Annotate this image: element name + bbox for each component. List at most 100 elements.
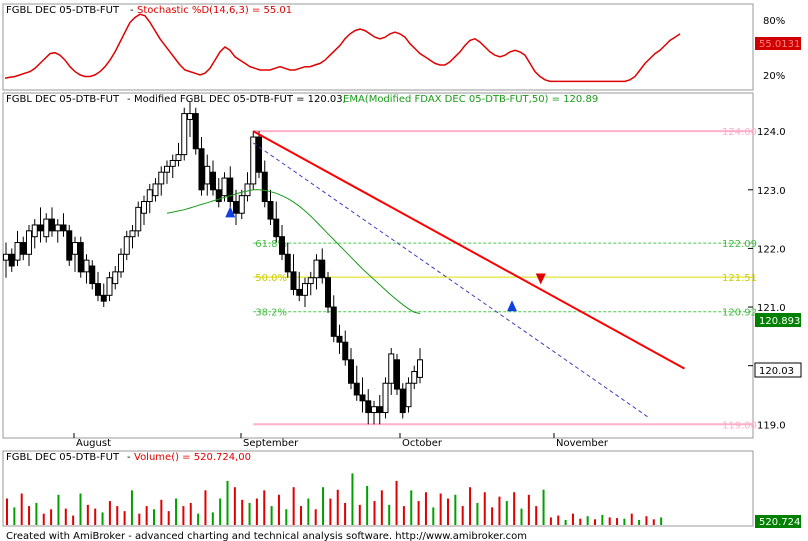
candle-down (8, 253, 15, 267)
stochastic-pane: FGBL DEC 05-DTB-FUT - Stochastic %D(14,6… (2, 3, 801, 91)
stochastic-title-series: Stochastic %D(14,6,3) = 55.01 (137, 5, 292, 16)
candle-up (43, 218, 50, 238)
signal-arrows (225, 206, 546, 312)
candle-down (66, 230, 73, 261)
stochastic-tick-label: 20% (763, 71, 785, 82)
stochastic-line (4, 13, 681, 83)
candle-up (158, 171, 165, 185)
volume-title-sep: - (127, 452, 131, 463)
footer-credit: Created with AmiBroker - advanced charti… (6, 531, 527, 541)
stochastic-value-badge-text: 55.0131 (759, 39, 800, 50)
candle-up (152, 183, 159, 197)
candle-up (181, 113, 188, 156)
stochastic-value-badge (755, 37, 801, 50)
volume-frame (2, 450, 754, 527)
buy-arrow-icon (507, 300, 517, 312)
candle-down (342, 341, 349, 361)
pink-level-label: 119.00 (722, 420, 757, 431)
candle-down (233, 201, 239, 214)
candle-up (371, 406, 377, 414)
candle-up (135, 206, 142, 232)
candle-up (106, 277, 113, 296)
price-title-ema: EMA(Modified FDAX DEC 05-DTB-FUT,50) = 1… (343, 94, 598, 105)
candle-down (279, 236, 285, 255)
volume-pane: FGBL DEC 05-DTB-FUT - Volume() = 520.724… (2, 450, 801, 528)
fibonacci-levels: 124.00 119.00 61.8% 122.09 50.0% 121.51 38.2% 1… (253, 127, 757, 431)
candle-up (250, 136, 257, 185)
candle-up (146, 189, 153, 203)
candle-up (307, 277, 314, 285)
price-pane: FGBL DEC 05-DTB-FUT - Modified FGBL DEC … (2, 92, 802, 449)
candle-down (227, 177, 234, 203)
price-title-main: Modified FGBL DEC 05-DTB-FUT = 120.03, (134, 94, 346, 105)
price-title-symbol: FGBL DEC 05-DTB-FUT (6, 94, 120, 105)
candle-down (267, 201, 274, 220)
stochastic-tick-label: 80% (763, 16, 785, 27)
candle-down (353, 382, 360, 396)
candle-up (302, 283, 308, 296)
trend-line (252, 130, 685, 370)
candle-down (192, 113, 199, 150)
candle-up (118, 253, 124, 273)
ema-line (166, 189, 421, 314)
candle-down (100, 294, 107, 302)
candle-down (359, 394, 366, 402)
candle-up (14, 242, 21, 261)
candle-down (198, 148, 205, 191)
volume-title-series: Volume() = 520.724,00 (134, 452, 251, 463)
candle-up (26, 230, 32, 255)
price-tick-label: 122.0 (757, 244, 786, 255)
candle-down (290, 271, 297, 290)
candle-down (336, 335, 343, 343)
candle-down (365, 400, 372, 414)
candle-up (164, 165, 170, 173)
volume-title-symbol: FGBL DEC 05-DTB-FUT (6, 452, 120, 463)
sell-arrow-icon (535, 273, 546, 285)
month-label-august: August (76, 438, 111, 449)
month-label-october: October (402, 438, 443, 449)
price-title-sep: - (127, 94, 131, 105)
candle-up (405, 382, 412, 408)
candle-up (244, 183, 251, 197)
price-tick-label: 124.0 (757, 127, 786, 138)
candle-up (388, 353, 395, 384)
candle-down (273, 218, 280, 238)
candle-down (20, 242, 27, 255)
price-tick-label: 119.0 (757, 420, 786, 431)
volume-value-badge (755, 515, 801, 528)
candles (3, 101, 423, 425)
candle-up (141, 201, 147, 214)
candle-up (204, 165, 211, 185)
month-label-november: November (556, 438, 609, 449)
candle-down (399, 388, 406, 414)
stochastic-title-symbol: FGBL DEC 05-DTB-FUT (6, 5, 120, 16)
month-label-september: September (243, 438, 299, 449)
candle-down (325, 277, 331, 308)
candle-down (89, 265, 96, 285)
volume-bars (6, 473, 663, 525)
stochastic-title-sep: - (130, 5, 134, 16)
candle-up (72, 242, 78, 255)
candle-down (284, 253, 291, 273)
price-value-badge (754, 362, 802, 378)
candle-up (123, 236, 130, 255)
price-tick-label: 123.0 (757, 186, 786, 197)
fib-level-value: 121.51 (722, 273, 757, 284)
candle-up (83, 259, 90, 273)
price-frame (2, 92, 754, 439)
candle-up (417, 359, 423, 378)
pink-level-label: 124.00 (722, 127, 757, 138)
candle-up (382, 382, 389, 414)
dashed-trend-line (252, 142, 651, 419)
candle-up (411, 371, 418, 384)
candle-down (330, 306, 337, 337)
candle-up (3, 253, 9, 261)
price-tick-label: 121.0 (757, 303, 786, 314)
candle-up (31, 224, 38, 238)
candle-down (37, 224, 44, 232)
candle-down (319, 259, 326, 279)
candle-down (210, 171, 216, 191)
candle-up (313, 259, 320, 279)
candle-up (221, 177, 228, 197)
